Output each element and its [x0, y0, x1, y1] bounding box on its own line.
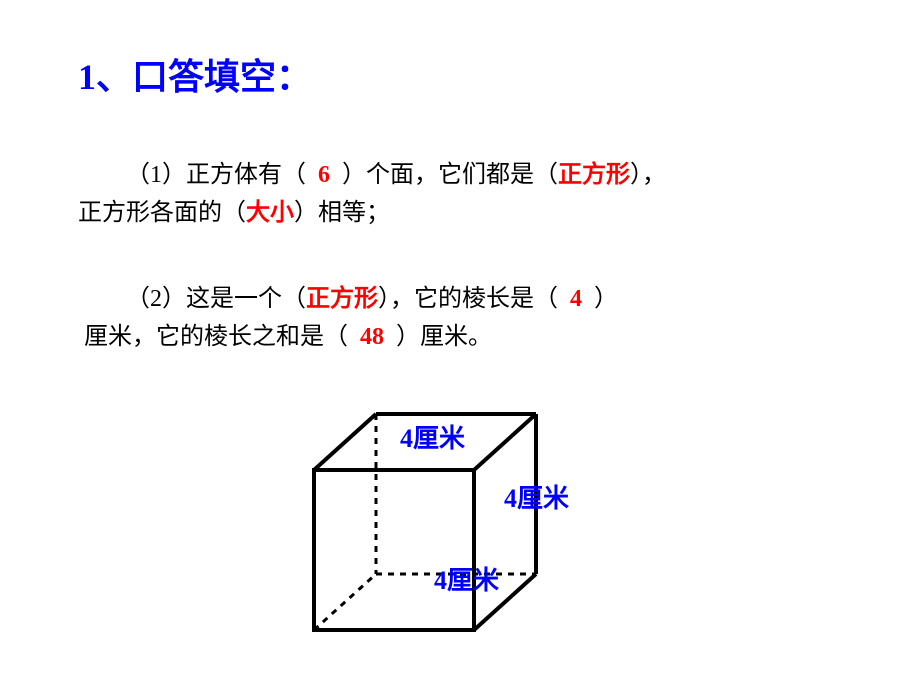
question-2-line-1: （2）这是一个（正方形），它的棱长是（ 4 ）	[126, 280, 846, 318]
q2-line2-prefix: 厘米，它的棱长之和是（	[84, 324, 348, 350]
q2-mid1: ），它的棱长是（	[378, 286, 558, 312]
cube-edge-top-left	[314, 414, 376, 470]
q2-answer-3: 48	[360, 324, 384, 350]
cube-dim-right: 4厘米	[504, 478, 569, 515]
question-1-line-2: 正方形各面的（大小）相等；	[78, 194, 390, 232]
q1-answer-1: 6	[318, 162, 330, 188]
q1-line2-prefix: 正方形各面的（	[78, 200, 246, 226]
q2-prefix: （2）这是一个（	[126, 286, 306, 312]
question-1-line-1: （1）正方体有（ 6 ）个面，它们都是（正方形），	[126, 156, 846, 194]
q1-answer-2: 正方形	[558, 162, 630, 188]
q1-line2-suffix: ）相等；	[294, 200, 390, 226]
cube-dim-right-text: 4厘米	[504, 484, 569, 513]
cube-edge-top-right	[474, 414, 536, 470]
q2-answer-1: 正方形	[306, 286, 378, 312]
page-title: 1、口答填空：	[78, 48, 312, 100]
question-2-line-2: 厘米，它的棱长之和是（ 48 ）厘米。	[84, 318, 492, 356]
q2-answer-2: 4	[570, 286, 582, 312]
q1-prefix: （1）正方体有（	[126, 162, 306, 188]
q2-line2-suffix: ）厘米。	[396, 324, 492, 350]
q1-suffix1: ），	[630, 162, 666, 188]
cube-front-face	[314, 470, 474, 630]
cube-dim-bottom-text: 4厘米	[434, 566, 499, 595]
q1-mid1: ）个面，它们都是（	[342, 162, 558, 188]
cube-dim-top: 4厘米	[400, 418, 465, 455]
q1-answer-3: 大小	[246, 200, 294, 226]
cube-dim-top-text: 4厘米	[400, 424, 465, 453]
cube-edge-hidden-bottom-left	[314, 574, 376, 630]
cube-dim-bottom: 4厘米	[434, 560, 499, 597]
q2-suffix1: ）	[594, 286, 618, 312]
